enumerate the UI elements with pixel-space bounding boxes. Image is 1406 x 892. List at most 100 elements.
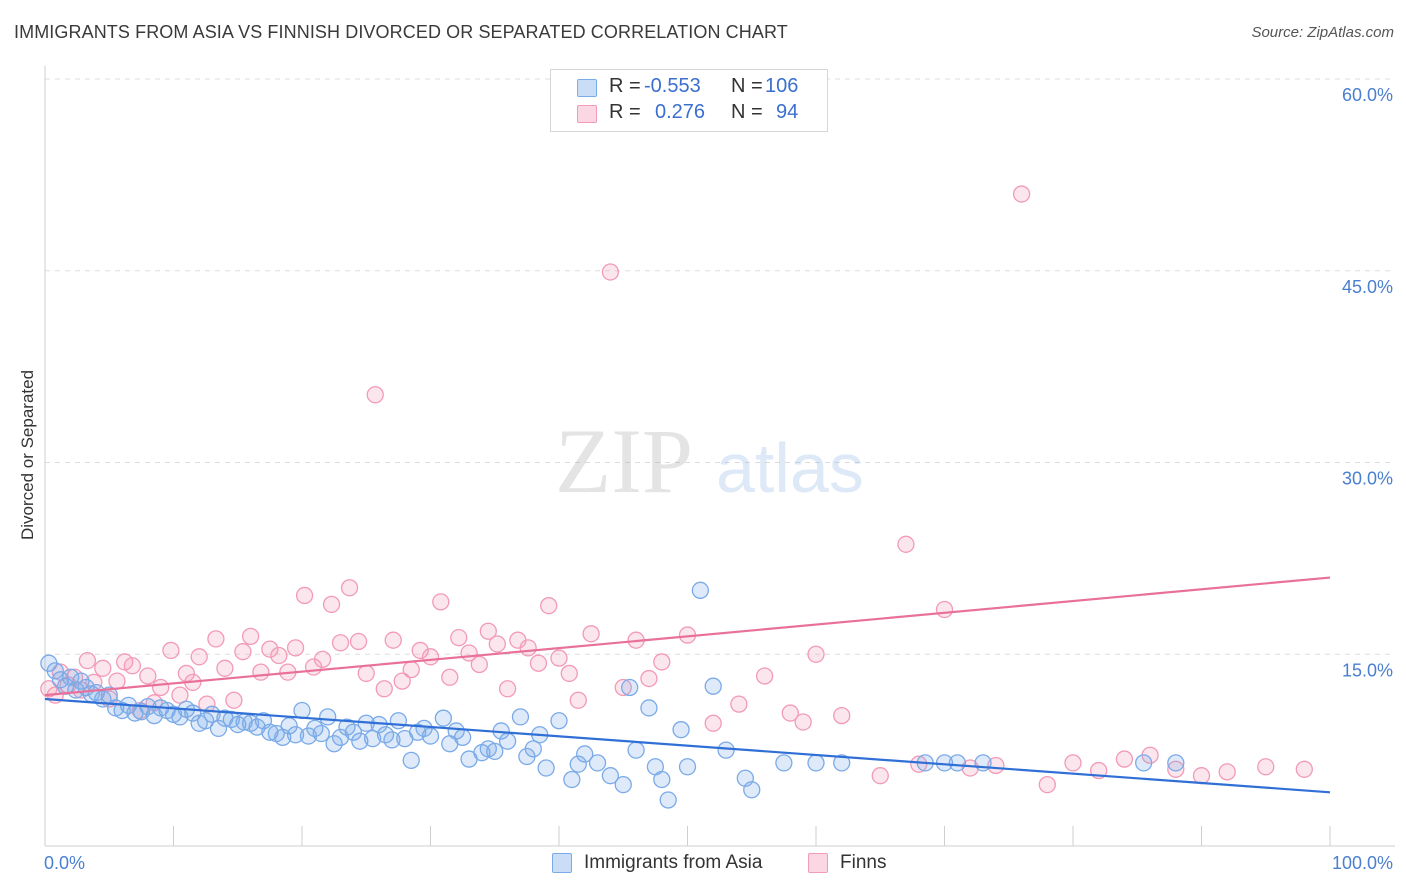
immigrants-point <box>196 712 215 730</box>
trend-lines <box>44 576 1331 794</box>
chart-title: IMMIGRANTS FROM ASIA VS FINNISH DIVORCED… <box>14 22 788 42</box>
finns-point <box>225 691 243 709</box>
immigrants-point <box>653 770 671 789</box>
immigrants-point <box>743 781 761 799</box>
finns-point <box>1192 767 1211 785</box>
finns-point <box>807 645 825 663</box>
finns-point <box>40 680 58 698</box>
finns-point <box>393 672 411 690</box>
finns-point <box>207 630 225 648</box>
finns-point <box>1218 763 1236 781</box>
immigrants-point <box>563 770 581 789</box>
finns-point <box>450 628 468 647</box>
finns-point <box>171 686 189 704</box>
finns-point <box>653 653 671 671</box>
watermark-atlas: atlas <box>716 429 864 507</box>
finns-point <box>421 648 440 666</box>
finns-point <box>123 657 142 675</box>
immigrants-point <box>691 581 709 599</box>
axes <box>44 66 1395 847</box>
finns-point <box>910 755 928 773</box>
immigrants-point <box>331 728 350 746</box>
finns-point <box>614 678 632 697</box>
immigrants-point <box>344 723 363 741</box>
r-value: 0.276 <box>655 101 706 123</box>
finns-point <box>349 632 368 651</box>
n-label: N = <box>731 101 763 123</box>
finns-point <box>340 579 359 597</box>
immigrants-point <box>319 708 337 726</box>
immigrants-point <box>588 754 607 772</box>
immigrants-point <box>293 701 311 720</box>
finns-point <box>295 586 314 605</box>
finns-point <box>897 535 915 553</box>
immigrants-point <box>62 668 80 686</box>
immigrants-point <box>389 712 408 730</box>
immigrants-point <box>807 754 825 772</box>
legend-swatch-immigrants <box>552 853 572 873</box>
tick-labels: 15.0% 30.0% 45.0% 60.0% 0.0% 100.0% <box>44 85 1393 873</box>
finns-point <box>432 593 450 611</box>
watermark: ZIP atlas <box>555 410 864 512</box>
watermark-zip: ZIP <box>555 410 693 512</box>
immigrants-point <box>576 745 594 763</box>
finns-point <box>569 691 587 709</box>
immigrants-point <box>383 731 401 749</box>
finns-point <box>479 622 497 640</box>
immigrants-point <box>486 742 504 761</box>
finns-point <box>402 660 420 679</box>
x-tick-label: 0.0% <box>44 853 85 873</box>
immigrants-point <box>286 726 305 744</box>
finns-point <box>322 595 341 614</box>
immigrants-point <box>312 724 330 743</box>
finns-point <box>1167 760 1185 778</box>
r-label: R = <box>609 101 641 123</box>
immigrants-point <box>1135 754 1153 772</box>
immigrants-point <box>775 754 793 772</box>
finns-point <box>151 678 170 697</box>
immigrants-point <box>325 735 343 753</box>
finns-point <box>1295 760 1313 778</box>
immigrants-point <box>704 677 722 695</box>
finns-point <box>560 664 578 683</box>
finns-point <box>833 706 851 725</box>
immigrants-point <box>659 791 677 809</box>
immigrants-point <box>447 722 465 740</box>
finns-point <box>94 659 112 677</box>
immigrants-point <box>280 717 298 735</box>
finns-point <box>1064 754 1082 772</box>
finns-point <box>1038 775 1056 794</box>
immigrants-point <box>717 741 735 759</box>
r-value: -0.553 <box>644 75 701 97</box>
finns-point <box>871 767 889 785</box>
immigrants-point <box>601 767 620 785</box>
finns-point <box>384 631 402 649</box>
immigrants-point <box>261 723 279 741</box>
y-tick-label: 30.0% <box>1342 469 1393 489</box>
finns-point <box>601 263 620 281</box>
r-label: R = <box>609 75 641 97</box>
immigrants-point <box>87 683 106 702</box>
grid-lines <box>45 78 1395 655</box>
finns-point <box>441 668 459 686</box>
source-credit: Source: ZipAtlas.com <box>1251 24 1394 41</box>
immigrants-point <box>453 728 472 746</box>
immigrants-point <box>209 719 228 738</box>
finns-point <box>198 695 216 713</box>
finns-point <box>961 759 979 777</box>
finns-point <box>987 756 1005 775</box>
finns-point <box>411 641 429 660</box>
immigrants-point <box>621 678 639 697</box>
finns-point <box>331 634 350 652</box>
immigrants-point <box>498 732 517 750</box>
finns-point <box>313 650 332 669</box>
x-tick-label: 100.0% <box>1332 853 1393 873</box>
finns-point <box>582 625 600 643</box>
finns-point <box>1115 750 1134 768</box>
finns-point <box>286 639 305 657</box>
immigrants-point <box>640 699 658 717</box>
finns-point <box>470 655 488 674</box>
n-label: N = <box>731 75 763 97</box>
immigrants-point <box>678 758 697 776</box>
